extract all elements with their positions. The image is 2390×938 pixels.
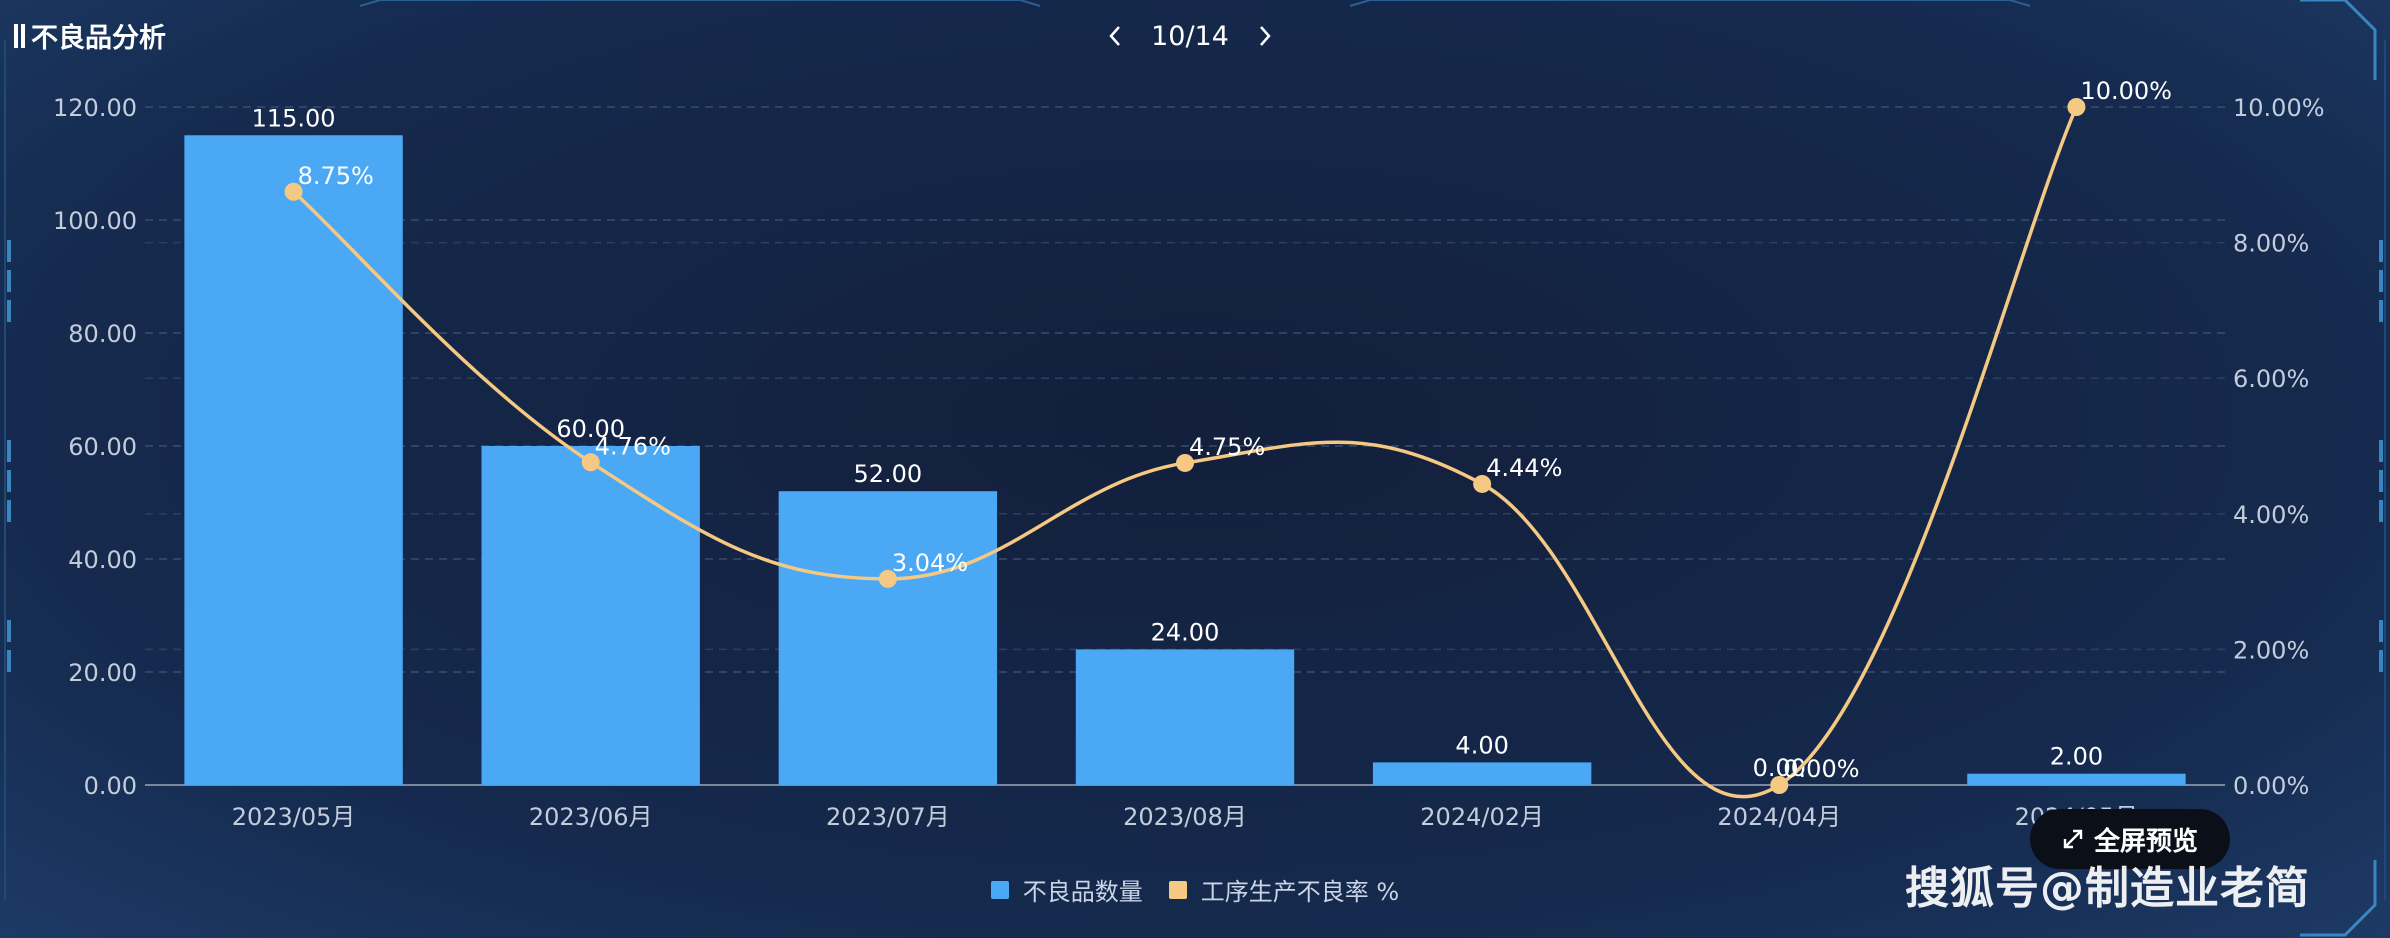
line-point-defect-rate: [1473, 474, 1492, 493]
line-value-label: 3.04%: [892, 549, 968, 577]
next-page-button[interactable]: [1250, 16, 1280, 56]
chart-title: 不良品分析: [14, 16, 166, 55]
x-tick-label: 2024/04月: [1717, 803, 1841, 831]
legend-item-defect-rate[interactable]: 工序生产不良率 %: [1168, 872, 1400, 907]
x-tick-label: 2023/05月: [232, 803, 356, 831]
line-value-label: 10.00%: [2080, 77, 2172, 105]
fullscreen-label: 全屏预览: [2093, 826, 2198, 857]
chevron-right-icon: [1260, 26, 1271, 46]
y-left-tick-label: 60.00: [68, 433, 137, 461]
legend-label-defect-count: 不良品数量: [1022, 878, 1143, 906]
prev-page-button[interactable]: [1100, 16, 1130, 56]
bar-value-label: 60.00: [556, 415, 625, 443]
fullscreen-preview-button[interactable]: 全屏预览: [2030, 809, 2230, 869]
line-value-label: 4.75%: [1189, 433, 1265, 461]
bar-defect-count: [1075, 649, 1295, 785]
x-tick-label: 2024/02月: [1420, 803, 1544, 831]
watermark: 搜狐号@制造业老简: [1905, 863, 2310, 914]
y-left-tick-label: 100.00: [53, 207, 137, 235]
bar-value-label: 4.00: [1455, 731, 1508, 759]
bar-defect-count: [481, 446, 700, 785]
y-left-tick-label: 80.00: [68, 320, 137, 348]
expand-icon: [2063, 829, 2083, 849]
y-right-tick-label: 4.00%: [2233, 501, 2309, 529]
bar-defect-count: [1967, 773, 2186, 785]
y-right-tick-label: 0.00%: [2233, 772, 2309, 800]
y-left-tick-label: 120.00: [53, 94, 137, 122]
line-value-label: 4.76%: [595, 432, 671, 460]
legend-label-defect-rate: 工序生产不良率 %: [1200, 878, 1400, 906]
line-point-defect-rate: [1770, 776, 1789, 794]
line-point-defect-rate: [581, 453, 600, 472]
x-tick-label: 2023/06月: [529, 803, 653, 831]
bar-defect-count: [778, 491, 998, 785]
line-value-label: 4.44%: [1486, 454, 1562, 482]
y-right-tick-label: 2.00%: [2233, 636, 2309, 664]
pager: 10/14: [1100, 14, 1280, 58]
bar-value-label: 115.00: [252, 104, 336, 132]
legend-swatch-defect-rate: [1168, 880, 1187, 899]
line-point-defect-rate: [2067, 98, 2086, 116]
line-point-defect-rate: [878, 569, 897, 588]
title-marker-icon: [14, 23, 25, 48]
legend-item-defect-count[interactable]: 不良品数量: [990, 872, 1143, 907]
x-tick-label: 2023/07月: [826, 803, 950, 831]
x-tick-label: 2023/08月: [1123, 803, 1247, 831]
bar-value-label: 2.00: [2050, 743, 2103, 771]
y-right-tick-label: 10.00%: [2233, 94, 2325, 122]
legend-swatch-defect-count: [990, 880, 1009, 899]
y-left-tick-label: 20.00: [68, 659, 137, 687]
y-left-tick-label: 40.00: [68, 546, 137, 574]
bar-value-label: 24.00: [1151, 618, 1220, 646]
chart-title-text: 不良品分析: [31, 23, 166, 54]
bar-defect-count: [1372, 762, 1592, 785]
bar-value-label: 52.00: [853, 460, 922, 488]
line-point-defect-rate: [284, 182, 303, 201]
bar-defect-count: [184, 135, 403, 785]
y-left-tick-label: 0.00: [84, 772, 137, 800]
legend: 不良品数量 工序生产不良率 %: [0, 872, 2390, 907]
chevron-left-icon: [1109, 26, 1120, 46]
page-indicator: 10/14: [1151, 20, 1229, 52]
y-right-tick-label: 8.00%: [2233, 230, 2309, 258]
line-point-defect-rate: [1176, 453, 1194, 472]
line-value-label: 0.00%: [1783, 755, 1859, 783]
y-right-tick-label: 6.00%: [2233, 365, 2309, 393]
line-value-label: 8.75%: [298, 162, 374, 190]
